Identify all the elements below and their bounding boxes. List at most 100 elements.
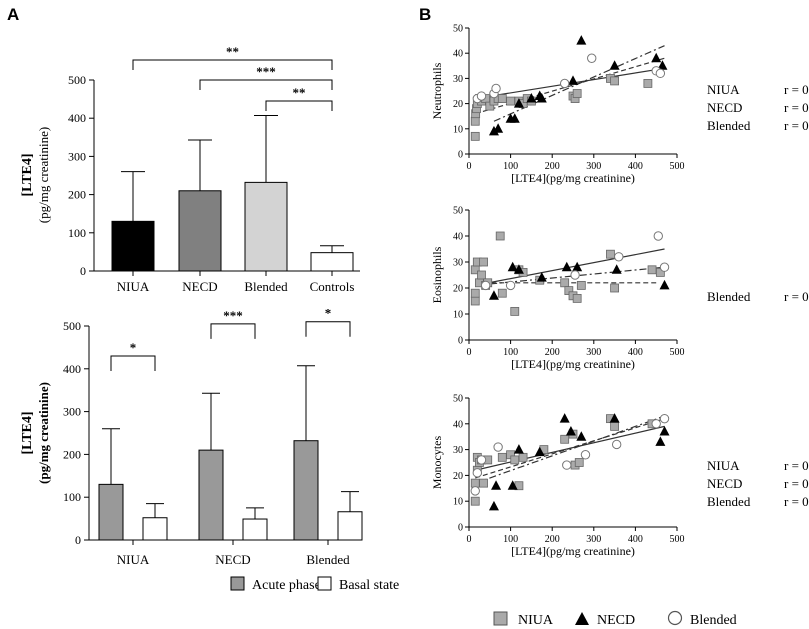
significance-label: * [325, 306, 332, 321]
point-necd [657, 60, 668, 70]
x-tick-label: 500 [670, 347, 685, 358]
point-necd [609, 413, 620, 423]
x-tick-label: 200 [545, 534, 560, 545]
panel-label-b: B [419, 5, 431, 24]
y-tick-label: 400 [68, 111, 86, 125]
y-tick-label: 200 [68, 188, 86, 202]
point-blended [559, 78, 570, 89]
point-niua [497, 288, 507, 298]
point-necd [568, 75, 578, 85]
fit-line-necd [475, 415, 665, 484]
x-tick-label: 400 [628, 161, 643, 172]
y-tick-label: 400 [63, 362, 81, 376]
y-tick-label: 100 [63, 490, 81, 504]
point-blended [614, 252, 624, 262]
point-blended [470, 486, 480, 496]
correlation-value: r = 0.65 [784, 118, 809, 133]
point-necd [513, 98, 524, 108]
y-tick-label: 30 [453, 445, 463, 456]
point-niua [510, 306, 520, 316]
correlation-group-label: NECD [707, 476, 742, 491]
point-niua [477, 270, 486, 280]
bar-niua-basal [142, 517, 168, 541]
fit-line-niua [475, 248, 665, 286]
significance-label: * [130, 340, 137, 355]
point-niua [647, 265, 657, 275]
y-tick-label: 40 [453, 419, 463, 430]
legend-groups: NIUA NECD Blended [493, 610, 737, 628]
legend-label-acute: Acute phase [252, 578, 321, 593]
x-tick-label: 500 [670, 534, 685, 545]
point-niua [470, 296, 480, 306]
correlation-group-label: NIUA [707, 458, 740, 473]
legend-swatch-basal [317, 576, 332, 591]
point-necd [559, 413, 570, 423]
point-niua [560, 278, 570, 288]
point-niua [610, 76, 619, 86]
y-tick-label: 0 [75, 533, 81, 547]
y-tick-label: 0 [80, 264, 86, 278]
correlation-group-label: Blended [707, 494, 751, 509]
point-necd [655, 436, 666, 446]
y-tick-label: 10 [453, 310, 463, 321]
point-blended [476, 455, 487, 465]
legend-swatch-acute [230, 576, 245, 591]
panel-label-a: A [7, 5, 19, 24]
y-tick-label: 50 [453, 394, 463, 405]
point-necd [609, 60, 620, 70]
x-tick-label: 500 [670, 161, 685, 172]
point-necd [513, 264, 524, 274]
chart-lte4-groups: 0 100 200 300 400 500 [LTE4] (pg/mg creatinine)… [20, 44, 360, 294]
correlation-value: r = 0.52 [784, 458, 809, 473]
correlation-value: r = 0.61 [784, 494, 809, 509]
point-blended [476, 91, 487, 101]
point-niua [606, 249, 615, 259]
point-blended [655, 68, 666, 79]
bar-blended [244, 181, 288, 272]
point-niua [479, 257, 488, 267]
x-tick-label: 0 [467, 347, 472, 358]
y-tick-label: 0 [458, 523, 463, 534]
x-tick-label: 300 [586, 347, 601, 358]
x-axis-title: [LTE4](pg/mg creatinine) [511, 171, 635, 185]
fit-line-necd [475, 266, 665, 286]
y-tick-label: 0 [458, 336, 463, 347]
point-blended [480, 280, 491, 291]
correlation-group-label: NIUA [707, 82, 740, 97]
correlation-value: r = 0.68 [784, 289, 809, 304]
point-niua [497, 452, 507, 462]
point-necd [536, 272, 547, 282]
point-niua [470, 116, 480, 126]
point-blended [587, 53, 597, 63]
y-axis-title: Monocytes [430, 436, 444, 490]
x-tick-label: 200 [545, 347, 560, 358]
x-tick-label: Blended [244, 279, 288, 294]
significance-label: ** [226, 44, 239, 59]
point-necd [611, 264, 622, 274]
y-tick-label: 10 [453, 497, 463, 508]
legend-acute-basal: Acute phase Basal state [230, 576, 399, 593]
x-tick-label: 100 [503, 161, 518, 172]
y-tick-label: 300 [68, 149, 86, 163]
bar-necd-basal [242, 518, 268, 541]
y-tick-label: 40 [453, 232, 463, 243]
x-tick-label: Controls [310, 279, 355, 294]
fit-line-blended [475, 418, 665, 479]
point-niua [510, 455, 520, 465]
point-necd [513, 444, 524, 454]
point-niua [574, 458, 584, 467]
legend-label-blended: Blended [690, 613, 737, 628]
x-tick-label: 0 [467, 534, 472, 545]
point-necd [659, 426, 670, 436]
point-niua [518, 452, 528, 462]
y-tick-label: 10 [453, 124, 463, 135]
x-tick-label: 0 [467, 161, 472, 172]
significance-bracket [199, 79, 333, 90]
chart-lte4-acute-vs-basal: 0 100 200 300 400 500 [LTE4] (pg/mg creatinine)… [20, 306, 363, 567]
point-niua [470, 478, 480, 488]
y-axis-title: Eosinophils [430, 246, 444, 303]
x-axis-title: [LTE4](pg/mg creatinine) [511, 544, 635, 558]
significance-label: *** [256, 64, 276, 79]
